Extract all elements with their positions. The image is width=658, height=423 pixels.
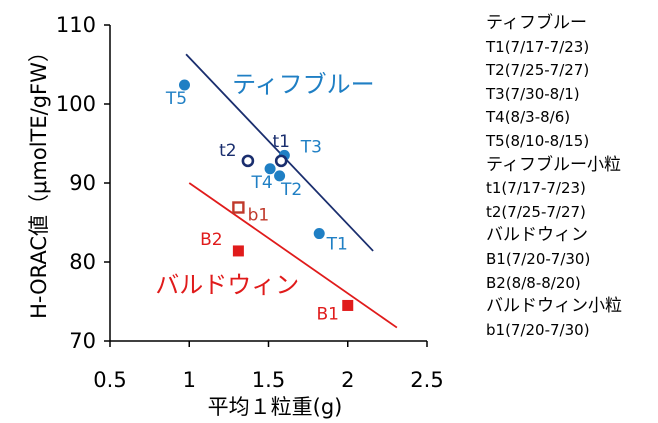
point-t1 — [313, 228, 325, 240]
legend-entry: T3(7/30-8/1) — [486, 84, 580, 103]
point-t2-label: T2 — [280, 180, 302, 200]
y-tick-label: 90 — [69, 171, 96, 195]
point-t4-label: T4 — [250, 173, 272, 193]
legend-entry: t2(7/25-7/27) — [486, 202, 586, 221]
y-tick-label: 80 — [69, 250, 96, 274]
plot-area: 0.5 1 1.5 2 2.5 70 80 90 100 110 T1 T2 T3 T4 T5 t1 t2 B… — [56, 13, 444, 392]
point-labels: T1 T2 T3 T4 T5 t1 t2 B1 B2 b1 — [165, 89, 348, 324]
legend-entry: b1(7/20-7/30) — [486, 320, 590, 339]
x-tick-label: 1.5 — [252, 368, 285, 392]
x-ticks: 0.5 1 1.5 2 2.5 — [93, 341, 444, 392]
legend-group-title: バルドウィン小粒 — [486, 296, 622, 317]
legend-entry: T4(8/3-8/6) — [486, 108, 571, 127]
point-b2 — [232, 245, 244, 257]
legend-entry: B2(8/8-8/20) — [486, 273, 581, 292]
point-t3-label: T3 — [300, 137, 322, 157]
point-t1-label: t1 — [272, 132, 289, 152]
legend-entry: T1(7/17-7/23) — [486, 37, 590, 56]
point-b1 — [232, 201, 245, 214]
legend-group-title: ティフブルー小粒 — [486, 154, 621, 175]
point-t4 — [264, 163, 276, 175]
series-annotation: ティフブルー — [232, 70, 375, 98]
y-axis-title: H-ORAC値（μmolTE/gFW） — [27, 41, 51, 319]
legend-entry: T2(7/25-7/27) — [486, 61, 590, 80]
point-b2-label: B2 — [200, 230, 222, 250]
point-t2-label: t2 — [219, 141, 236, 161]
point-t2 — [241, 154, 255, 168]
legend-entry: t1(7/17-7/23) — [486, 179, 586, 198]
trendline — [188, 182, 398, 329]
point-t5 — [178, 79, 190, 91]
point-t1-label: T1 — [326, 235, 348, 255]
legend-entry: B1(7/20-7/30) — [486, 249, 591, 268]
legend: ティフブルー T1(7/17-7/23) T2(7/25-7/27) T3(7/30-… — [486, 12, 658, 342]
point-t1 — [274, 154, 288, 168]
x-axis-title: 平均１粒重(g) — [208, 395, 343, 419]
point-t5-label: T5 — [165, 89, 187, 109]
point-b1 — [342, 299, 354, 311]
legend-group-title: ティフブルー — [486, 13, 587, 33]
data-points — [178, 79, 354, 311]
x-tick-label: 1 — [183, 368, 196, 392]
y-tick-label: 110 — [56, 13, 96, 37]
trendline — [185, 53, 374, 252]
y-tick-label: 70 — [69, 329, 96, 353]
point-b1-label: B1 — [317, 304, 339, 324]
scatter-chart: 0.5 1 1.5 2 2.5 70 80 90 100 110 T1 T2 T3 T4 T5 t1 t2 B… — [27, 13, 444, 419]
legend-entry: T5(8/10-8/15) — [486, 131, 590, 150]
trendlines — [185, 53, 398, 329]
point-b1-label: b1 — [248, 205, 270, 225]
y-tick-label: 100 — [56, 92, 96, 116]
y-ticks: 70 80 90 100 110 — [56, 13, 110, 353]
point-t2 — [274, 170, 286, 182]
x-tick-label: 2.5 — [410, 368, 443, 392]
x-tick-label: 2 — [341, 368, 354, 392]
series-annotation: バルドウィン — [155, 271, 299, 299]
x-tick-label: 0.5 — [93, 368, 126, 392]
legend-group-title: バルドウィン — [486, 225, 588, 246]
